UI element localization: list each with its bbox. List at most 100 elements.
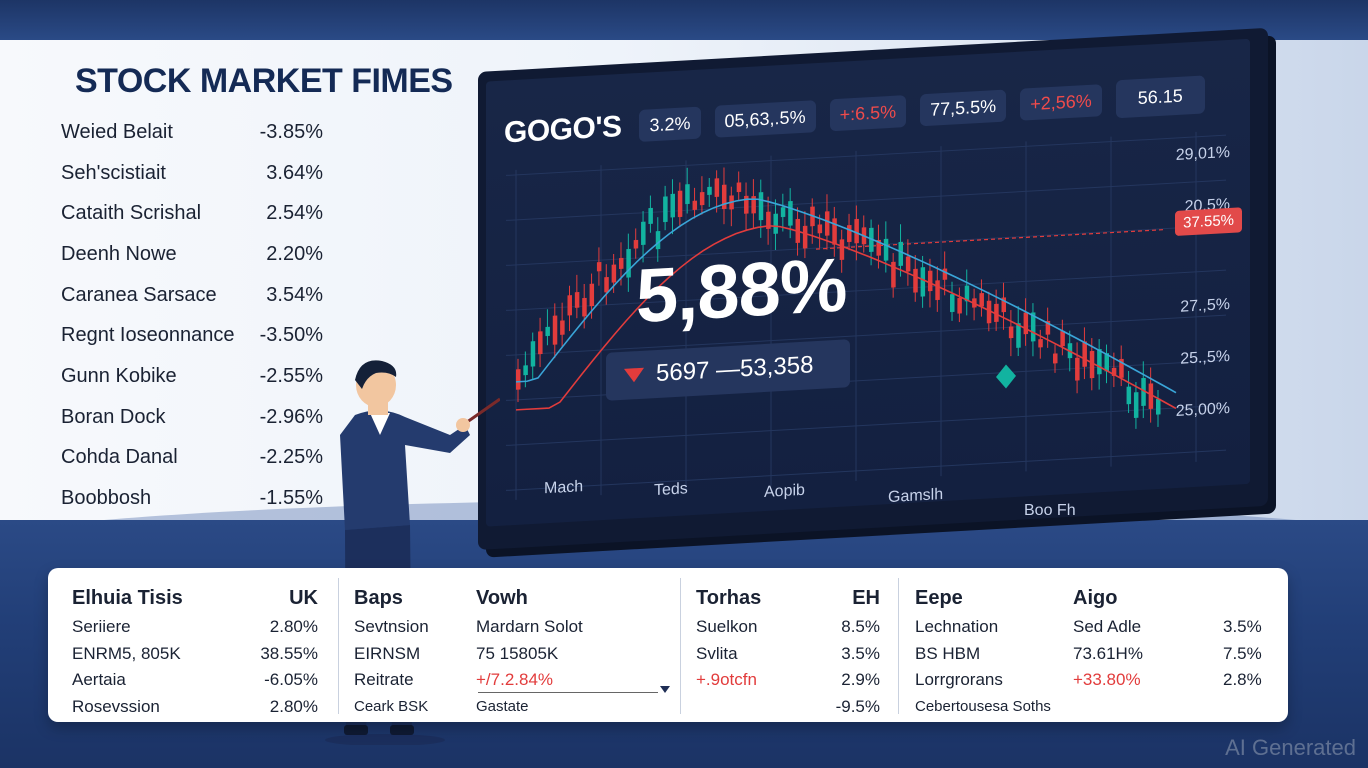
- cell-value: 2.80%: [269, 696, 318, 716]
- cell-value: +/7.2.84%: [476, 670, 554, 690]
- candle-body: [824, 211, 830, 236]
- cell-value: -9.5%: [835, 696, 880, 716]
- header-label: UK: [289, 586, 318, 609]
- candle-body: [905, 256, 911, 272]
- cell-label: EIRNSM: [354, 643, 421, 663]
- table-row: Suelkon 8.5%: [696, 614, 880, 641]
- table-row: Ceark BSK Gastate: [354, 694, 674, 721]
- candle-body: [596, 262, 602, 272]
- candle-body: [582, 297, 587, 317]
- table-row: Svlita 3.5%: [696, 641, 880, 668]
- header-label: Vowh: [476, 586, 528, 609]
- cell-label: BS HBM: [915, 643, 981, 663]
- table-row: Aertaia -6.05%: [72, 667, 318, 694]
- chevron-down-icon[interactable]: [660, 686, 670, 693]
- candle-body: [839, 239, 845, 261]
- cell-value: 75 15805K: [476, 643, 559, 663]
- ticker-chip: 05,63,.5%: [714, 100, 816, 138]
- watermark: AI Generated: [1225, 735, 1356, 760]
- ticker-chip: 56.15: [1115, 75, 1205, 119]
- header-label: Torhas: [696, 586, 762, 609]
- cell-label: ENRM5, 805K: [72, 643, 181, 663]
- x-axis-label: Boo Fh: [1024, 502, 1076, 519]
- candle-body: [883, 238, 889, 261]
- panel-column: Elhuia Tisis UK Seriiere 2.80% ENRM5, 805…: [72, 582, 318, 716]
- candle-body: [950, 293, 955, 313]
- price-line: [816, 228, 1166, 250]
- list-item: Boran Dock -2.96%: [61, 397, 323, 438]
- candle-body: [758, 192, 764, 221]
- candle-body: [817, 224, 823, 234]
- candle-body: [788, 201, 793, 226]
- column-divider: [898, 578, 899, 714]
- grid-line: [506, 179, 1226, 221]
- table-row: Seriiere 2.80%: [72, 614, 318, 641]
- stock-name: Caranea Sarsace: [61, 283, 217, 306]
- delta-text: 5697 —53,358: [656, 351, 814, 388]
- header-label: Aigo: [1073, 586, 1118, 609]
- y-axis-label: 27.,5%: [1180, 295, 1230, 316]
- list-item: Seh'scistiait 3.64%: [61, 153, 323, 194]
- candle-body: [567, 295, 572, 316]
- candle-body: [530, 341, 536, 367]
- stock-name: Deenh Nowe: [61, 242, 177, 265]
- stock-name: Regnt Ioseonnance: [61, 324, 235, 347]
- table-row: BS HBM 73.61H% 7.5%: [915, 641, 1265, 668]
- column-header: Torhas EH: [696, 582, 880, 614]
- stock-name: Boran Dock: [61, 405, 166, 428]
- cell-value: 3.5%: [1223, 617, 1262, 637]
- stock-change: 3.54%: [266, 283, 323, 306]
- candle-body: [1133, 392, 1139, 418]
- candle-body: [927, 270, 933, 292]
- candle-body: [1082, 341, 1087, 367]
- ticker-chip: +:6.5%: [829, 95, 907, 132]
- stock-change: -2.55%: [259, 364, 323, 387]
- candle-body: [994, 303, 999, 323]
- x-axis-label: Teds: [654, 480, 688, 500]
- stock-name: Cataith Scrishal: [61, 202, 202, 225]
- list-item: Weied Belait -3.85%: [61, 112, 323, 153]
- cell-label: Cebertousesa Soths: [915, 698, 1051, 716]
- price-tag: 37.55%: [1175, 207, 1242, 237]
- candle-body: [751, 195, 756, 214]
- moving-average-line: [516, 225, 1177, 411]
- cell-label: Lorrgrorans: [915, 670, 1003, 690]
- table-row: Lechnation Sed Adle 3.5%: [915, 614, 1265, 641]
- x-axis-label: Gamslh: [888, 485, 944, 507]
- candle-body: [1104, 353, 1110, 372]
- cell-label: Suelkon: [696, 617, 758, 637]
- candle-body: [957, 297, 962, 314]
- candle-body: [714, 178, 720, 198]
- candle-body: [1148, 383, 1154, 409]
- cell-label: Rosevssion: [72, 696, 160, 716]
- candle-body: [898, 241, 904, 266]
- candle-body: [721, 184, 727, 210]
- column-divider: [680, 578, 681, 714]
- cell-value: 73.61H%: [1073, 643, 1143, 663]
- candle-body: [1089, 350, 1095, 379]
- candle-body: [1023, 312, 1029, 335]
- market-data-panel: Elhuia Tisis UK Seriiere 2.80% ENRM5, 805…: [48, 568, 1288, 722]
- column-header: Baps Vowh: [354, 582, 674, 614]
- list-item: Boobbosh -1.55%: [61, 478, 323, 519]
- candlestick-chart: [506, 131, 1226, 500]
- table-row: EIRNSM 75 15805K: [354, 641, 674, 668]
- list-item: Gunn Kobike -2.55%: [61, 356, 323, 397]
- candle-body: [942, 268, 948, 280]
- candle-body: [773, 213, 778, 234]
- ticker-brand: GOGO'S: [504, 109, 622, 150]
- candle-body: [663, 196, 668, 223]
- cell-label: Lechnation: [915, 617, 999, 637]
- candle-body: [641, 221, 646, 245]
- candle-body: [1016, 323, 1021, 348]
- x-axis-label: Aopib: [764, 481, 805, 502]
- list-item: Deenh Nowe 2.20%: [61, 234, 323, 275]
- table-row: Sevtnsion Mardarn Solot: [354, 614, 674, 641]
- cell-value: 2.8%: [1223, 670, 1262, 690]
- candle-body: [876, 239, 881, 256]
- candle-body: [626, 248, 631, 278]
- stock-name: Boobbosh: [61, 487, 152, 510]
- grid-line: [506, 269, 1226, 311]
- table-row: Cebertousesa Soths: [915, 694, 1265, 721]
- candle-body: [964, 285, 970, 302]
